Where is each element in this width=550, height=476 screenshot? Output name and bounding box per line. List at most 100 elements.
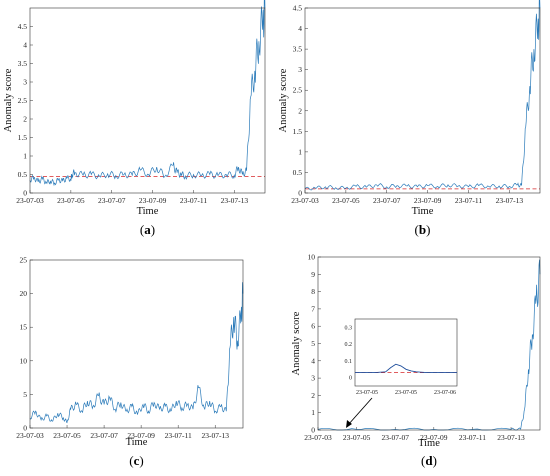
y-tick-label: 1 [23,152,27,161]
inset-y-tick-label: 0.3 [345,325,353,331]
x-tick-label: 23-07-11 [455,196,482,205]
x-tick-label: 23-07-07 [381,433,409,442]
panel-label-letter: d [425,453,433,468]
panel-label: (d) [421,453,437,468]
y-tick-label: 8 [311,287,315,296]
y-tick-label: 4 [298,24,302,33]
y-tick-label: 10 [20,356,28,365]
x-tick-label: 23-07-13 [497,433,525,442]
series-line [29,0,266,187]
y-axis-label: Anomaly score [291,311,302,375]
y-tick-label: 9 [311,270,315,279]
y-tick-label: 5 [311,339,315,348]
y-tick-label: 0 [23,424,27,433]
panel-b: 0 0.5 1 1.5 2 2.5 3 3.5 4 4.5 23-07-03 23-07-05 23-0… [278,0,541,237]
x-tick-label: 23-07-11 [180,196,207,205]
x-tick-label: 23-07-05 [343,433,371,442]
inset-frame [354,318,458,387]
y-tick-label: 25 [20,256,28,265]
inset-pointer-arrowhead [346,420,352,428]
inset-x-tick-label: 23-07-05 [356,390,378,396]
panel-a: 0 0.5 1 1.5 2 2.5 3 3.5 4 4.5 23-07-03 23-07-05 23-0… [3,0,266,237]
inset-x-tick-label: 23-07-06 [434,390,456,396]
y-tick-label: 3.5 [18,59,28,68]
y-tick-label: 3.5 [293,45,303,54]
x-tick-label: 23-07-03 [16,431,44,440]
panel-c: 0 5 10 15 20 25 23-07-03 23-07-05 23-07-07 23-07-… [16,256,244,468]
x-tick-label: 23-07-09 [127,431,155,440]
plot-frame [317,256,541,431]
y-tick-label: 3 [23,78,27,87]
y-tick-label: 0 [23,189,27,198]
x-tick-label: 23-07-11 [165,431,192,440]
y-axis-label: Anomaly score [278,68,289,132]
x-tick-label: 23-07-03 [291,196,319,205]
y-tick-label: 15 [20,323,28,332]
x-tick-label: 23-07-03 [304,433,332,442]
y-tick-label: 1 [298,147,302,156]
x-tick-label: 23-07-07 [98,196,126,205]
inset-y-tick-label: 0.2 [345,342,353,348]
inset-y-tick-label: 0 [349,376,352,382]
panel-label-letter: b [419,222,426,237]
panel-label-close: ) [139,453,143,468]
x-tick-label: 23-07-05 [57,196,85,205]
x-tick-label: 23-07-07 [373,196,401,205]
panel-label-open: ( [140,222,144,237]
panel-label-close: ) [433,453,437,468]
y-tick-label: 3 [298,65,302,74]
y-tick-label: 20 [20,289,28,298]
plot-frame [304,7,541,194]
panel-label-open: ( [415,222,419,237]
y-tick-label: 0.5 [293,168,303,177]
y-tick-label: 1.5 [18,133,28,142]
x-tick-label: 23-07-05 [53,431,81,440]
y-axis-label: Anomaly score [3,68,14,132]
y-tick-label: 7 [311,304,315,313]
panel-label-open: ( [129,453,133,468]
panel-label-letter: c [134,453,140,468]
plot-frame [29,7,266,194]
y-tick-label: 3 [311,374,315,383]
x-tick-label: 23-07-05 [332,196,360,205]
y-tick-label: 2 [311,391,315,400]
inset-x-tick-label: 23-07-05 [395,390,417,396]
x-tick-label: 23-07-11 [459,433,486,442]
y-tick-label: 2 [298,106,302,115]
x-tick-label: 23-07-13 [201,431,229,440]
panel-d: 0 1 2 3 4 5 6 7 8 9 10 23-07-03 23-07-05 23-07-07 23-0… [291,253,541,468]
x-axis-label: Time [126,437,148,448]
series-line [304,0,541,191]
panel-label-letter: a [144,222,151,237]
y-tick-label: 0.5 [18,170,28,179]
x-tick-label: 23-07-07 [90,431,118,440]
y-tick-label: 2.5 [293,86,303,95]
panel-label: (c) [129,453,143,468]
y-tick-label: 0 [311,426,315,435]
inset-y-tick-label: 0.1 [345,359,353,365]
y-tick-label: 2.5 [18,96,28,105]
x-axis-label: Time [137,206,159,217]
x-tick-label: 23-07-09 [420,433,448,442]
x-tick-label: 23-07-13 [221,196,249,205]
x-tick-label: 23-07-09 [414,196,442,205]
y-tick-label: 2 [23,115,27,124]
y-tick-label: 1 [311,408,315,417]
y-tick-label: 5 [23,390,27,399]
series-line [29,282,244,424]
panel-label: (a) [140,222,155,237]
panel-label: (b) [415,222,431,237]
y-tick-label: 4 [23,41,27,50]
inset-series-line [355,363,457,374]
x-axis-label: Time [412,206,434,217]
y-tick-label: 4.5 [293,4,303,13]
panel-label-open: ( [421,453,425,468]
y-tick-label: 4 [311,356,315,365]
x-tick-label: 23-07-13 [496,196,524,205]
panel-label-close: ) [426,222,430,237]
y-tick-label: 0 [298,189,302,198]
plot-frame [29,259,244,429]
y-tick-label: 10 [308,253,316,262]
y-tick-label: 1.5 [293,127,303,136]
